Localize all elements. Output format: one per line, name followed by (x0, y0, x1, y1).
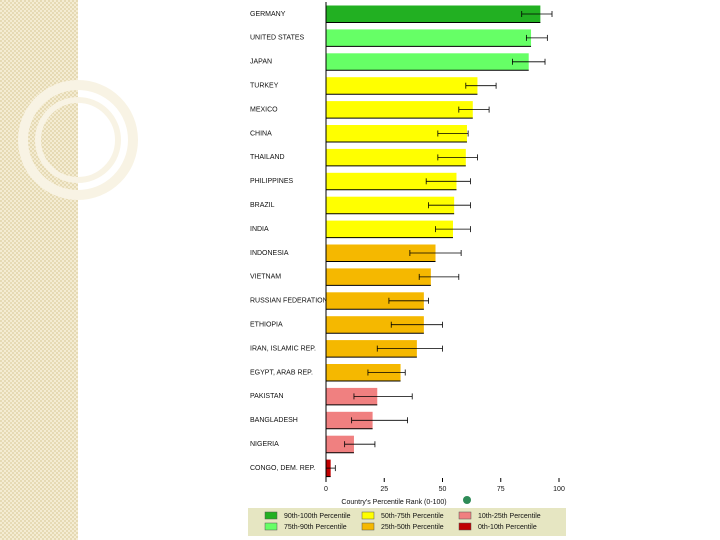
bar (326, 340, 417, 358)
legend-label: 25th-50th Percentile (381, 524, 444, 531)
legend-swatch (361, 511, 375, 520)
bar (326, 148, 466, 166)
category-label: JAPAN (250, 59, 272, 66)
x-axis-label: Country's Percentile Rank (0-100) (341, 499, 446, 506)
bar (326, 77, 478, 95)
legend-bg (248, 508, 566, 536)
legend-swatch (264, 522, 278, 531)
decor-arc (35, 97, 121, 183)
category-label: RUSSIAN FEDERATION (250, 298, 328, 305)
category-label: PAKISTAN (250, 393, 284, 400)
category-label: GERMANY (250, 11, 286, 18)
category-label: PHILIPPINES (250, 178, 294, 185)
legend-label: 90th-100th Percentile (284, 513, 351, 520)
legend-swatch (361, 522, 375, 531)
x-tick-label: 50 (439, 486, 447, 493)
bar (326, 411, 373, 429)
category-label: INDONESIA (250, 250, 289, 257)
decor-strip (0, 0, 78, 540)
x-tick-label: 0 (324, 486, 328, 493)
category-label: IRAN, ISLAMIC REP. (250, 345, 316, 352)
legend-swatch (458, 522, 472, 531)
x-tick-label: 75 (497, 486, 505, 493)
category-label: TURKEY (250, 83, 279, 90)
bar (326, 292, 424, 310)
help-icon[interactable] (463, 496, 471, 504)
bar (326, 316, 424, 334)
category-label: CHINA (250, 130, 272, 137)
bar (326, 29, 532, 47)
bar (326, 364, 401, 381)
legend-label: 75th-90th Percentile (284, 524, 347, 531)
category-label: ETHIOPIA (250, 322, 283, 329)
bar (326, 125, 467, 142)
bar (326, 435, 354, 453)
x-tick-label: 100 (553, 486, 565, 493)
legend-label: 10th-25th Percentile (478, 513, 541, 520)
legend-swatch (264, 511, 278, 520)
category-label: THAILAND (250, 154, 285, 161)
category-label: UNITED STATES (250, 35, 305, 42)
bar (326, 387, 378, 405)
bar (326, 196, 455, 214)
bar (326, 53, 529, 71)
legend-label: 50th-75th Percentile (381, 513, 444, 520)
bar (326, 172, 457, 190)
x-tick-label: 25 (380, 486, 388, 493)
decor-arc (18, 80, 138, 200)
category-label: VIETNAM (250, 274, 281, 281)
category-label: BRAZIL (250, 202, 275, 209)
category-label: BANGLADESH (250, 417, 298, 424)
legend-label: 0th-10th Percentile (478, 524, 537, 531)
bar (326, 5, 541, 23)
bar (326, 220, 453, 238)
bar (326, 244, 436, 262)
legend-swatch (458, 511, 472, 520)
category-label: CONGO, DEM. REP. (250, 465, 315, 472)
bar (326, 101, 473, 119)
bar (326, 268, 431, 286)
category-label: NIGERIA (250, 441, 279, 448)
category-label: EGYPT, ARAB REP. (250, 369, 313, 376)
category-label: INDIA (250, 226, 269, 233)
category-label: MEXICO (250, 106, 278, 113)
